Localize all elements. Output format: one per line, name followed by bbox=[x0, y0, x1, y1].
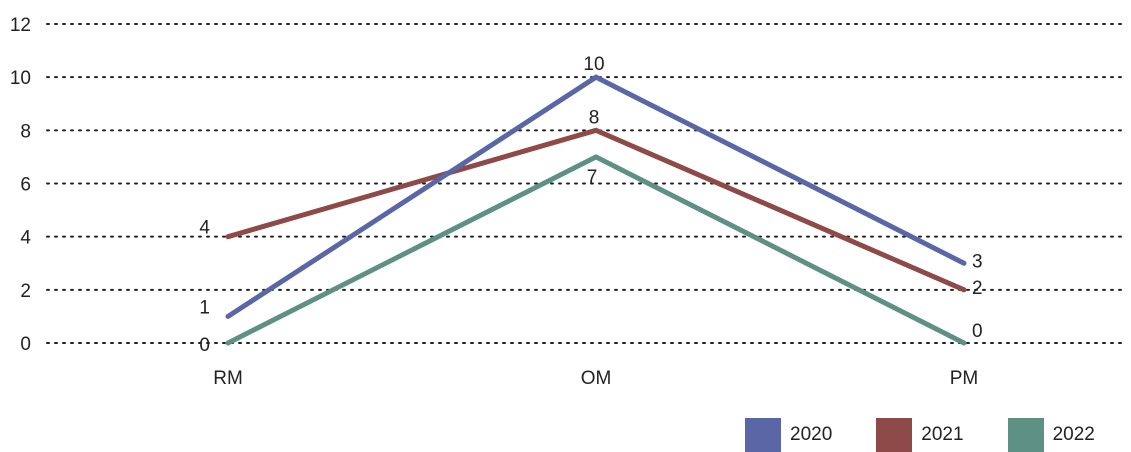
data-label: 8 bbox=[589, 107, 600, 128]
data-label: 0 bbox=[972, 321, 983, 342]
legend-item-2021: 2021 bbox=[876, 418, 964, 452]
grid-lines bbox=[46, 23, 1123, 344]
y-tick-label: 10 bbox=[10, 68, 31, 89]
x-tick-label: RM bbox=[213, 368, 243, 389]
legend-swatch-2021 bbox=[876, 418, 913, 452]
data-label: 0 bbox=[199, 335, 210, 356]
y-tick-label: 2 bbox=[20, 281, 31, 302]
data-label: 4 bbox=[199, 218, 210, 239]
y-tick-label: 4 bbox=[20, 228, 31, 249]
legend-swatch-2022 bbox=[1007, 418, 1044, 452]
data-label: 2 bbox=[972, 278, 983, 299]
y-axis-ticks: 0 2 4 6 8 10 12 bbox=[10, 15, 32, 355]
legend-label-2020: 2020 bbox=[790, 424, 833, 445]
x-tick-label: OM bbox=[581, 368, 612, 389]
data-label: 3 bbox=[972, 251, 983, 272]
series-line-2022 bbox=[225, 154, 967, 346]
legend: 2020 2021 2022 bbox=[745, 418, 1131, 452]
series-line-2021 bbox=[225, 127, 967, 293]
series-lines bbox=[225, 74, 967, 346]
legend-item-2022: 2022 bbox=[1007, 418, 1095, 452]
series-line-2020 bbox=[225, 74, 967, 319]
data-label: 7 bbox=[587, 167, 598, 188]
x-tick-label: PM bbox=[950, 368, 979, 389]
y-tick-label: 0 bbox=[20, 334, 31, 355]
data-label: 1 bbox=[199, 297, 210, 318]
legend-swatch-2020 bbox=[745, 418, 781, 452]
y-tick-label: 8 bbox=[20, 121, 31, 142]
y-tick-label: 12 bbox=[10, 15, 31, 36]
data-labels: 1 10 3 4 8 2 0 7 0 bbox=[199, 54, 982, 356]
legend-item-2020: 2020 bbox=[745, 418, 832, 452]
x-axis-ticks: RM OM PM bbox=[213, 368, 978, 389]
y-tick-label: 6 bbox=[20, 175, 31, 196]
data-label: 10 bbox=[583, 54, 604, 75]
legend-label-2021: 2021 bbox=[921, 424, 964, 445]
legend-label-2022: 2022 bbox=[1052, 424, 1095, 445]
